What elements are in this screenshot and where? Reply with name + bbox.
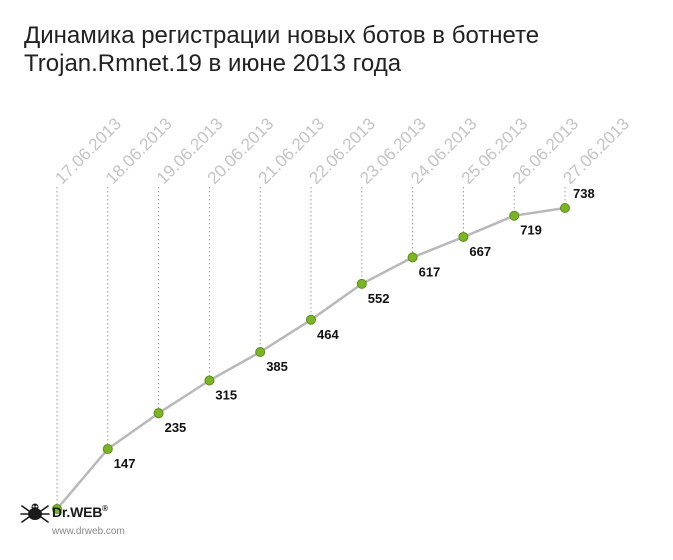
logo-brand-text: Dr.WEB® xyxy=(52,504,108,520)
data-point xyxy=(102,444,113,455)
data-point xyxy=(356,278,367,289)
value-label: 385 xyxy=(266,359,288,374)
chart-title-line-1: Динамика регистрации новых ботов в ботне… xyxy=(24,22,540,49)
value-label: 667 xyxy=(469,244,491,259)
guide-lines xyxy=(56,187,566,509)
chart-title: Динамика регистрации новых ботов в ботне… xyxy=(24,22,644,78)
data-point xyxy=(153,408,164,419)
value-label: 617 xyxy=(419,264,441,279)
data-point xyxy=(407,252,418,263)
data-point xyxy=(52,504,62,514)
spider-icon xyxy=(20,503,50,523)
logo-url: www.drweb.com xyxy=(52,526,125,537)
data-point xyxy=(458,231,469,242)
logo-brand: Dr.WEB xyxy=(52,504,103,520)
value-label: 552 xyxy=(368,291,390,306)
value-label: 147 xyxy=(114,456,136,471)
data-point xyxy=(204,375,215,386)
data-point xyxy=(255,346,266,357)
x-tick-labels: 17.06.201318.06.201319.06.201320.06.2013… xyxy=(51,114,633,188)
registered-mark: ® xyxy=(102,504,108,513)
data-point xyxy=(560,203,570,213)
value-label: 315 xyxy=(215,388,237,403)
chart-title-line-2: Trojan.Rmnet.19 в июне 2013 года xyxy=(24,50,402,77)
data-point xyxy=(509,210,520,221)
value-label: 738 xyxy=(573,186,595,201)
value-label: 464 xyxy=(317,327,339,342)
data-markers xyxy=(52,203,570,514)
value-label: 235 xyxy=(165,420,187,435)
value-labels: 147 235 315 385 464 552 617 667 719 738 xyxy=(114,186,595,471)
drweb-logo: Dr.WEB® www.drweb.com xyxy=(20,500,170,550)
data-point xyxy=(306,314,316,325)
value-label: 719 xyxy=(520,223,542,238)
